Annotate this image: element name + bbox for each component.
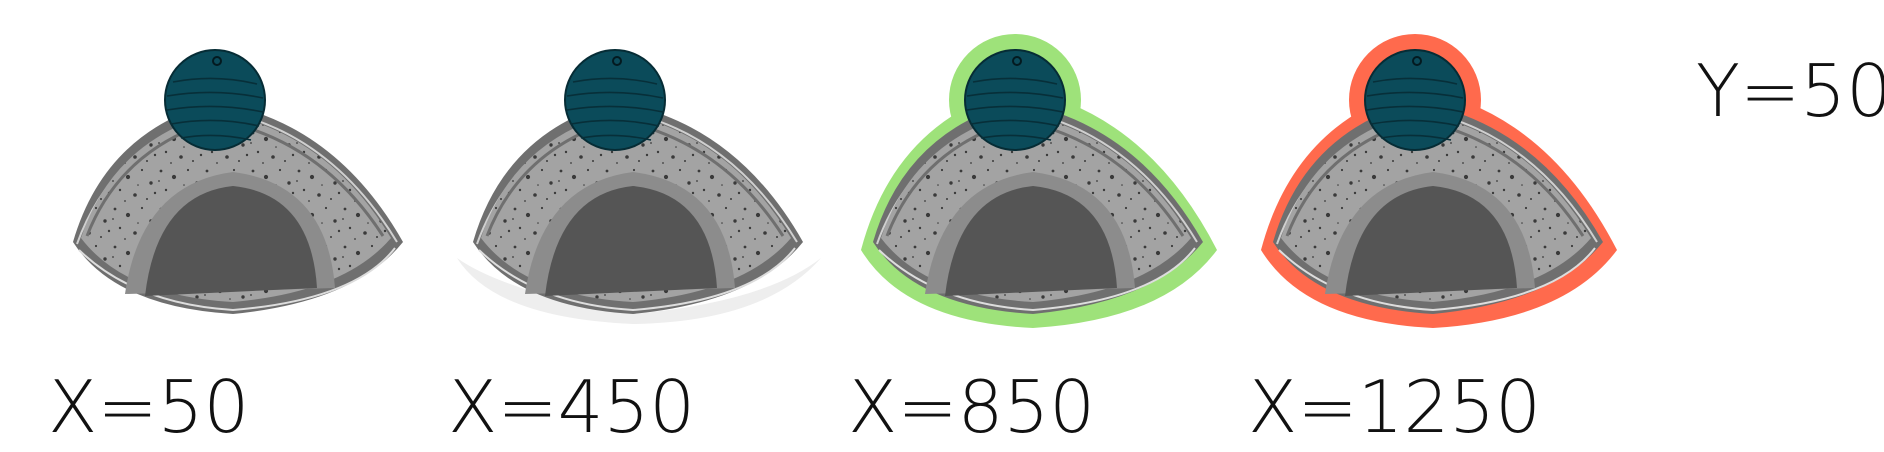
disc-grain	[566, 105, 664, 113]
x-label-1: X=450	[448, 365, 695, 449]
rim-highlight-bottom	[1278, 247, 1596, 312]
disc-grain	[1366, 91, 1464, 99]
disc	[964, 49, 1066, 151]
sprite-invalid[interactable]	[1261, 34, 1617, 328]
x-label-3: X=1250	[1248, 365, 1541, 449]
disc-grain	[166, 91, 264, 99]
disc-grain	[1372, 77, 1458, 85]
arch-opening	[1345, 186, 1517, 296]
disc-grain	[170, 119, 260, 127]
disc-grain	[566, 91, 664, 99]
disc-grain	[966, 91, 1064, 99]
disc-grain	[970, 119, 1060, 127]
disc-grain	[1366, 105, 1464, 113]
disc-grain	[966, 105, 1064, 113]
disc	[164, 49, 266, 151]
arch-opening	[145, 186, 317, 296]
x-label-2: X=850	[848, 365, 1095, 449]
y-label: Y=50	[1696, 49, 1884, 133]
disc	[1364, 49, 1466, 151]
disc	[564, 49, 666, 151]
disc-grain	[1370, 119, 1460, 127]
disc-knot	[1012, 56, 1022, 66]
disc-grain	[580, 134, 652, 141]
x-label-0: X=50	[48, 365, 249, 449]
arch-opening	[945, 186, 1117, 296]
disc-grain	[1380, 134, 1452, 141]
arch-opening	[545, 186, 717, 296]
hover-shadow	[457, 258, 821, 324]
disc-grain	[572, 77, 658, 85]
disc-knot	[1412, 56, 1422, 66]
sprite-valid[interactable]	[861, 34, 1217, 328]
sprite-default[interactable]	[73, 49, 403, 314]
disc-grain	[980, 134, 1052, 141]
rim-highlight-bottom	[878, 247, 1196, 312]
disc-grain	[166, 105, 264, 113]
disc-knot	[212, 56, 222, 66]
disc-grain	[972, 77, 1058, 85]
disc-grain	[570, 119, 660, 127]
disc-knot	[612, 56, 622, 66]
sprite-hover[interactable]	[457, 49, 821, 324]
disc-grain	[180, 134, 252, 141]
rim-highlight-bottom	[478, 247, 796, 312]
disc-grain	[172, 77, 258, 85]
rim-highlight-bottom	[78, 247, 396, 312]
